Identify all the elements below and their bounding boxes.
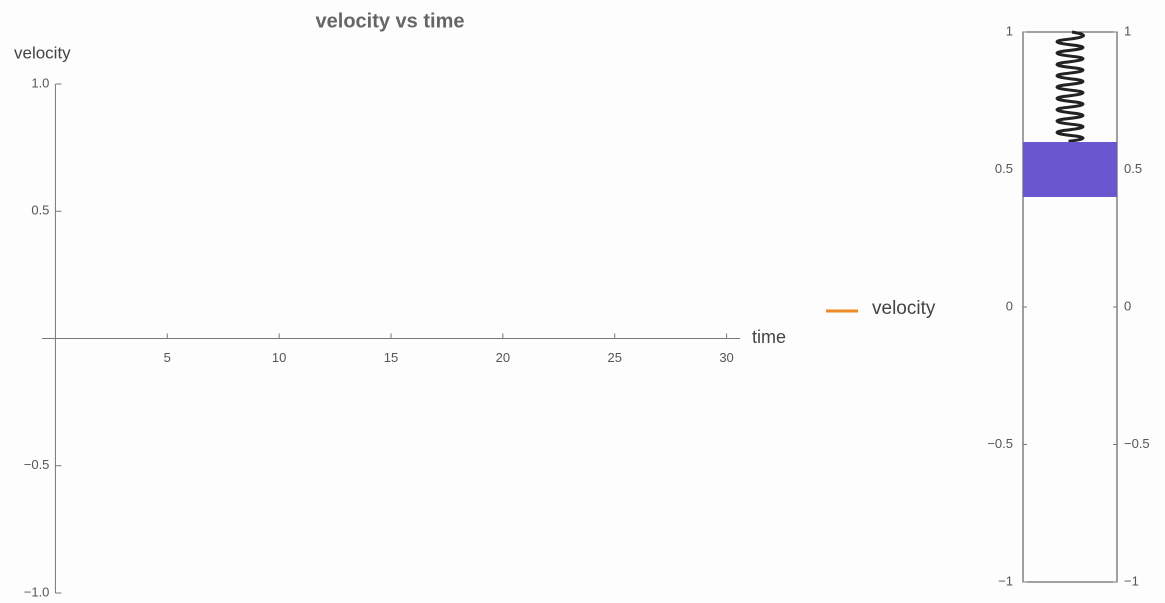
x-tick-label: 5 — [164, 350, 171, 365]
legend-label: velocity — [872, 298, 936, 319]
y-tick-label: 0 — [1006, 298, 1013, 313]
spring — [1055, 30, 1085, 143]
y-tick-label: 1 — [1124, 23, 1131, 38]
y-tick-label: −1.0 — [24, 584, 50, 599]
x-tick-label: 20 — [496, 350, 510, 365]
x-tick-label: 15 — [384, 350, 398, 365]
y-tick-label: −0.5 — [1124, 436, 1150, 451]
y-tick-label: 1.0 — [31, 75, 49, 90]
y-tick-label: −1 — [1124, 573, 1139, 588]
x-tick-label: 25 — [607, 350, 621, 365]
x-tick-label: 10 — [272, 350, 286, 365]
y-tick-label: −0.5 — [24, 457, 50, 472]
y-tick-label: 1 — [1006, 23, 1013, 38]
y-tick-label: −1 — [998, 573, 1013, 588]
frame — [1022, 31, 1118, 583]
y-tick-label: −0.5 — [987, 436, 1013, 451]
y-tick-label: 0.5 — [31, 203, 49, 218]
mass — [1023, 142, 1117, 197]
x-axis-label: time — [752, 327, 786, 347]
chart-title: velocity vs time — [316, 10, 465, 32]
y-tick-label: 0.5 — [1124, 161, 1142, 176]
y-tick-label: 0.5 — [995, 161, 1013, 176]
y-axis-label: velocity — [14, 43, 71, 62]
y-tick-label: 0 — [1124, 298, 1131, 313]
x-tick-label: 30 — [719, 350, 733, 365]
